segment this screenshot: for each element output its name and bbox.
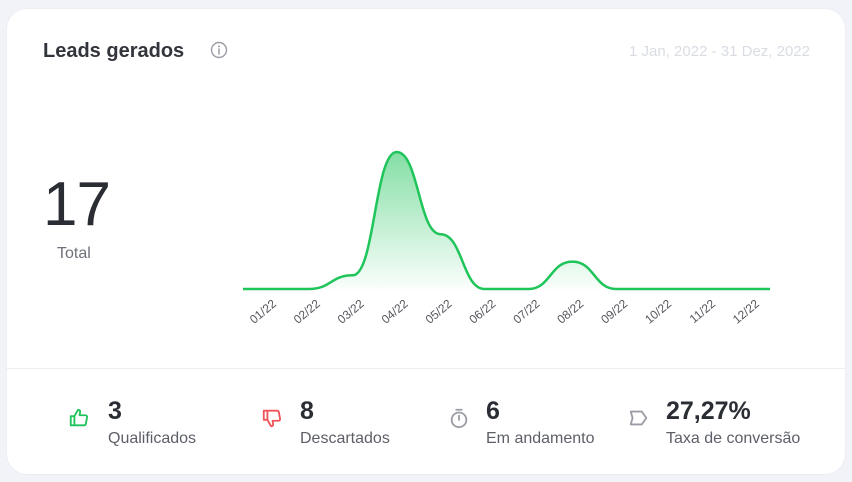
thumbs-up-icon	[69, 408, 89, 427]
date-range[interactable]: 1 Jan, 2022 - 31 Dez, 2022	[629, 43, 810, 60]
stat-descartados[interactable]: 8 Descartados	[261, 397, 421, 447]
x-tick-label: 08/22	[554, 296, 586, 326]
thumbs-down-icon	[262, 409, 282, 428]
x-tick-label: 04/22	[379, 296, 411, 326]
stat-label: Taxa de conversão	[666, 430, 801, 447]
stat-label: Descartados	[300, 430, 390, 447]
stat-value: 6	[486, 397, 500, 425]
x-tick-label: 12/22	[730, 296, 762, 326]
stat-label: Qualificados	[108, 430, 197, 447]
card-title: Leads gerados	[43, 40, 185, 62]
stat-em-andamento[interactable]: 6 Em andamento	[448, 397, 618, 447]
stat-value: 27,27%	[666, 397, 751, 425]
x-tick-label: 03/22	[335, 296, 367, 326]
total-label: Total	[57, 245, 91, 262]
stat-value: 3	[108, 397, 122, 425]
divider	[7, 368, 845, 369]
x-tick-label: 11/22	[687, 296, 719, 326]
total-value: 17	[43, 170, 111, 239]
x-tick-label: 05/22	[423, 296, 455, 326]
x-tick-label: 01/22	[247, 296, 279, 326]
tag-icon	[629, 410, 648, 426]
leads-card: Leads gerados 1 Jan, 2022 - 31 Dez, 2022…	[7, 9, 845, 474]
x-tick-label: 10/22	[642, 296, 674, 326]
stopwatch-icon	[450, 408, 468, 429]
info-icon[interactable]	[210, 41, 228, 59]
leads-chart: 01/22 02/22 03/22 04/22 05/22 06/22 07/22 08/22…	[243, 150, 770, 327]
stat-taxa-conversao[interactable]: 27,27% Taxa de conversão	[628, 397, 838, 447]
chart-area-fill	[243, 152, 770, 289]
x-tick-label: 02/22	[291, 296, 323, 326]
x-tick-label: 07/22	[510, 296, 542, 326]
stat-qualificados[interactable]: 3 Qualificados	[68, 397, 218, 447]
stat-label: Em andamento	[486, 430, 595, 447]
x-tick-label: 09/22	[598, 296, 630, 326]
stat-value: 8	[300, 397, 314, 425]
chart-series-line	[243, 150, 770, 291]
x-tick-label: 06/22	[466, 296, 498, 326]
